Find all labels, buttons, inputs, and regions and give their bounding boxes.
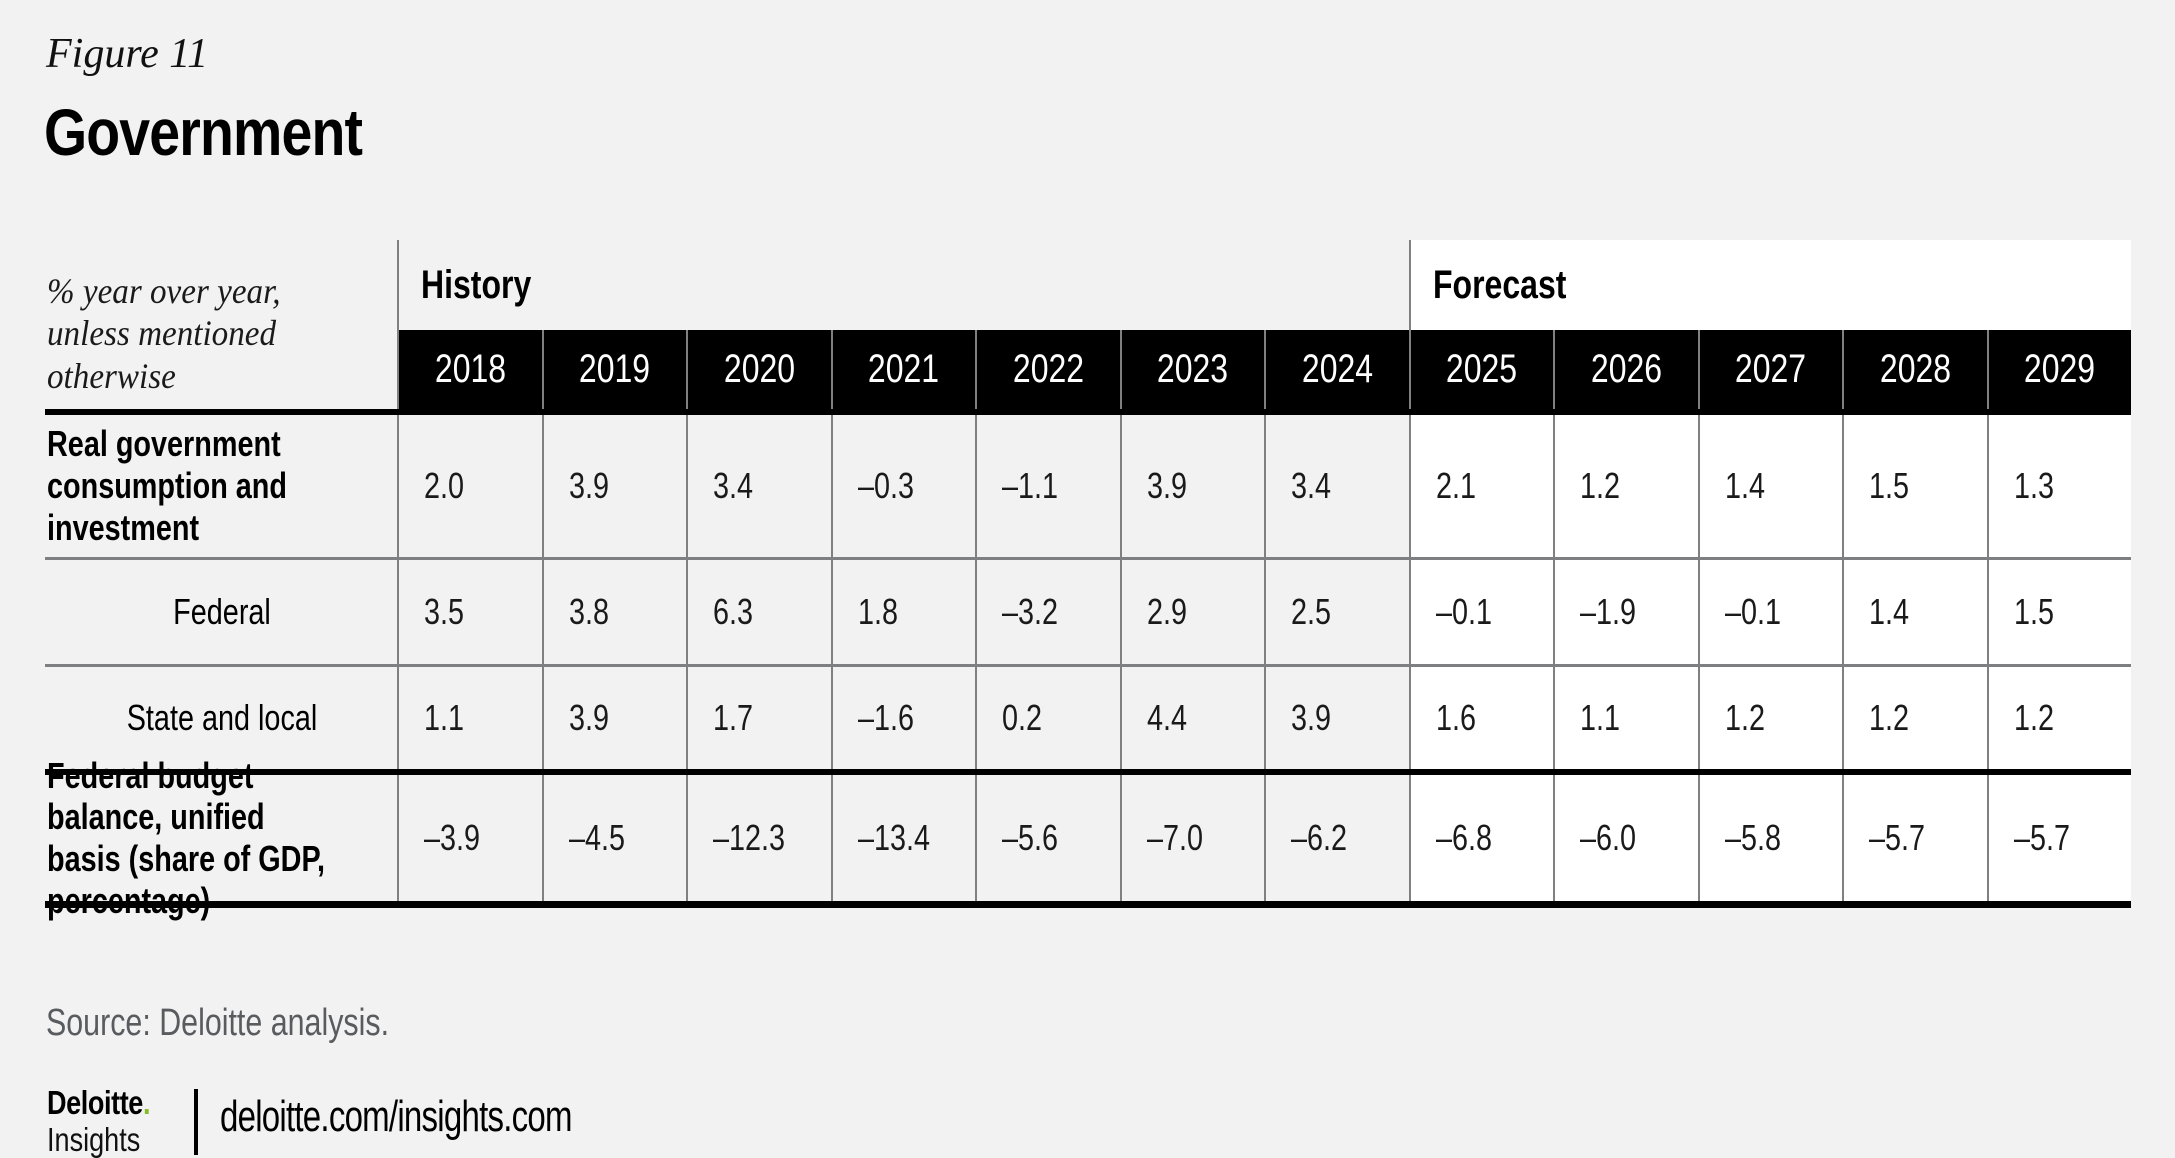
value-cell-forecast: 1.2 xyxy=(1842,667,1987,769)
value-cell: 1.1 xyxy=(397,667,542,769)
value-cell-forecast: 1.5 xyxy=(1986,560,2131,664)
value-cell: 3.4 xyxy=(1264,415,1409,557)
year-header-row: 2018 2019 2020 2021 2022 2023 2024 2025 … xyxy=(397,330,2131,415)
value-cell-forecast: 1.6 xyxy=(1408,667,1553,769)
history-group-header: History xyxy=(397,240,1409,330)
year-header: 2021 xyxy=(830,330,976,409)
row-label: Federal budget balance, unified basis (s… xyxy=(47,754,325,921)
value-cell-forecast: 1.5 xyxy=(1842,415,1987,557)
forecast-group-header: Forecast xyxy=(1408,240,2131,330)
source-note: Source: Deloitte analysis. xyxy=(46,1002,390,1044)
value-cell-forecast: –5.8 xyxy=(1697,775,1842,901)
value-cell: –1.1 xyxy=(975,415,1120,557)
value-cell-forecast: 1.2 xyxy=(1553,415,1698,557)
value-cell-forecast: –0.1 xyxy=(1408,560,1553,664)
value-cell: 6.3 xyxy=(686,560,831,664)
value-cell: 3.9 xyxy=(1264,667,1409,769)
year-header: 2028 xyxy=(1842,330,1987,409)
value-cell-forecast: –5.7 xyxy=(1842,775,1987,901)
year-header: 2018 xyxy=(397,330,542,409)
value-cell: 2.0 xyxy=(397,415,542,557)
value-cell: –3.9 xyxy=(397,775,542,901)
year-header: 2022 xyxy=(975,330,1120,409)
value-cell: –6.2 xyxy=(1264,775,1409,901)
value-cell: –5.6 xyxy=(975,775,1120,901)
row-label: Real government consumption and investme… xyxy=(47,423,287,548)
value-cell: 1.8 xyxy=(830,560,976,664)
value-cell-forecast: 1.2 xyxy=(1697,667,1842,769)
value-cell: 3.9 xyxy=(1119,415,1265,557)
value-cell-forecast: –6.0 xyxy=(1553,775,1698,901)
table-row: State and local 1.1 3.9 1.7 –1.6 0.2 4.4… xyxy=(45,667,2131,775)
value-cell-forecast: 1.4 xyxy=(1842,560,1987,664)
value-cell: 3.5 xyxy=(397,560,542,664)
value-cell: 2.5 xyxy=(1264,560,1409,664)
value-cell-forecast: 1.2 xyxy=(1986,667,2131,769)
year-header: 2024 xyxy=(1264,330,1409,409)
value-cell: 3.8 xyxy=(541,560,687,664)
insights-wordmark: Insights xyxy=(47,1120,141,1158)
year-header: 2029 xyxy=(1986,330,2132,409)
value-cell: 3.4 xyxy=(686,415,831,557)
unit-note: % year over year, unless mentioned other… xyxy=(45,240,397,415)
value-cell: 1.7 xyxy=(686,667,831,769)
value-cell: –12.3 xyxy=(686,775,831,901)
value-cell-forecast: –5.7 xyxy=(1986,775,2131,901)
table-row: Real government consumption and investme… xyxy=(45,415,2131,560)
value-cell-forecast: –6.8 xyxy=(1408,775,1553,901)
value-cell-forecast: 1.3 xyxy=(1986,415,2131,557)
value-cell-forecast: 1.4 xyxy=(1697,415,1842,557)
figure-label: Figure 11 xyxy=(46,31,209,77)
value-cell: 4.4 xyxy=(1119,667,1265,769)
logo-divider xyxy=(194,1089,198,1155)
value-cell: –13.4 xyxy=(830,775,976,901)
value-cell-forecast: 1.1 xyxy=(1553,667,1698,769)
table-row: Federal 3.5 3.8 6.3 1.8 –3.2 2.9 2.5 –0.… xyxy=(45,560,2131,667)
row-label: Federal xyxy=(173,591,271,633)
value-cell: 2.9 xyxy=(1119,560,1265,664)
year-header: 2025 xyxy=(1408,330,1554,409)
value-cell: 3.9 xyxy=(541,667,687,769)
value-cell: –7.0 xyxy=(1119,775,1265,901)
value-cell: 3.9 xyxy=(541,415,687,557)
year-header: 2027 xyxy=(1697,330,1843,409)
year-header: 2019 xyxy=(541,330,687,409)
value-cell: –4.5 xyxy=(541,775,687,901)
value-cell: –3.2 xyxy=(975,560,1120,664)
value-cell: –0.3 xyxy=(830,415,976,557)
government-forecast-table: History Forecast % year over year, unles… xyxy=(45,240,2131,921)
value-cell-forecast: –0.1 xyxy=(1697,560,1842,664)
year-header: 2023 xyxy=(1119,330,1265,409)
value-cell: –1.6 xyxy=(830,667,976,769)
deloitte-insights-logo: Deloitte. Insights xyxy=(47,1084,173,1158)
row-label: State and local xyxy=(126,697,318,739)
deloitte-wordmark: Deloitte. xyxy=(47,1084,151,1121)
value-cell: 0.2 xyxy=(975,667,1120,769)
year-header: 2026 xyxy=(1553,330,1698,409)
year-header: 2020 xyxy=(686,330,831,409)
value-cell-forecast: 2.1 xyxy=(1408,415,1553,557)
table-row: Federal budget balance, unified basis (s… xyxy=(45,754,2131,921)
column-group-header-row: History Forecast xyxy=(45,240,2131,330)
site-url: deloitte.com/insights.com xyxy=(220,1092,573,1141)
deloitte-green-dot: . xyxy=(142,1084,151,1121)
value-cell-forecast: –1.9 xyxy=(1553,560,1698,664)
page-title: Government xyxy=(44,95,363,169)
